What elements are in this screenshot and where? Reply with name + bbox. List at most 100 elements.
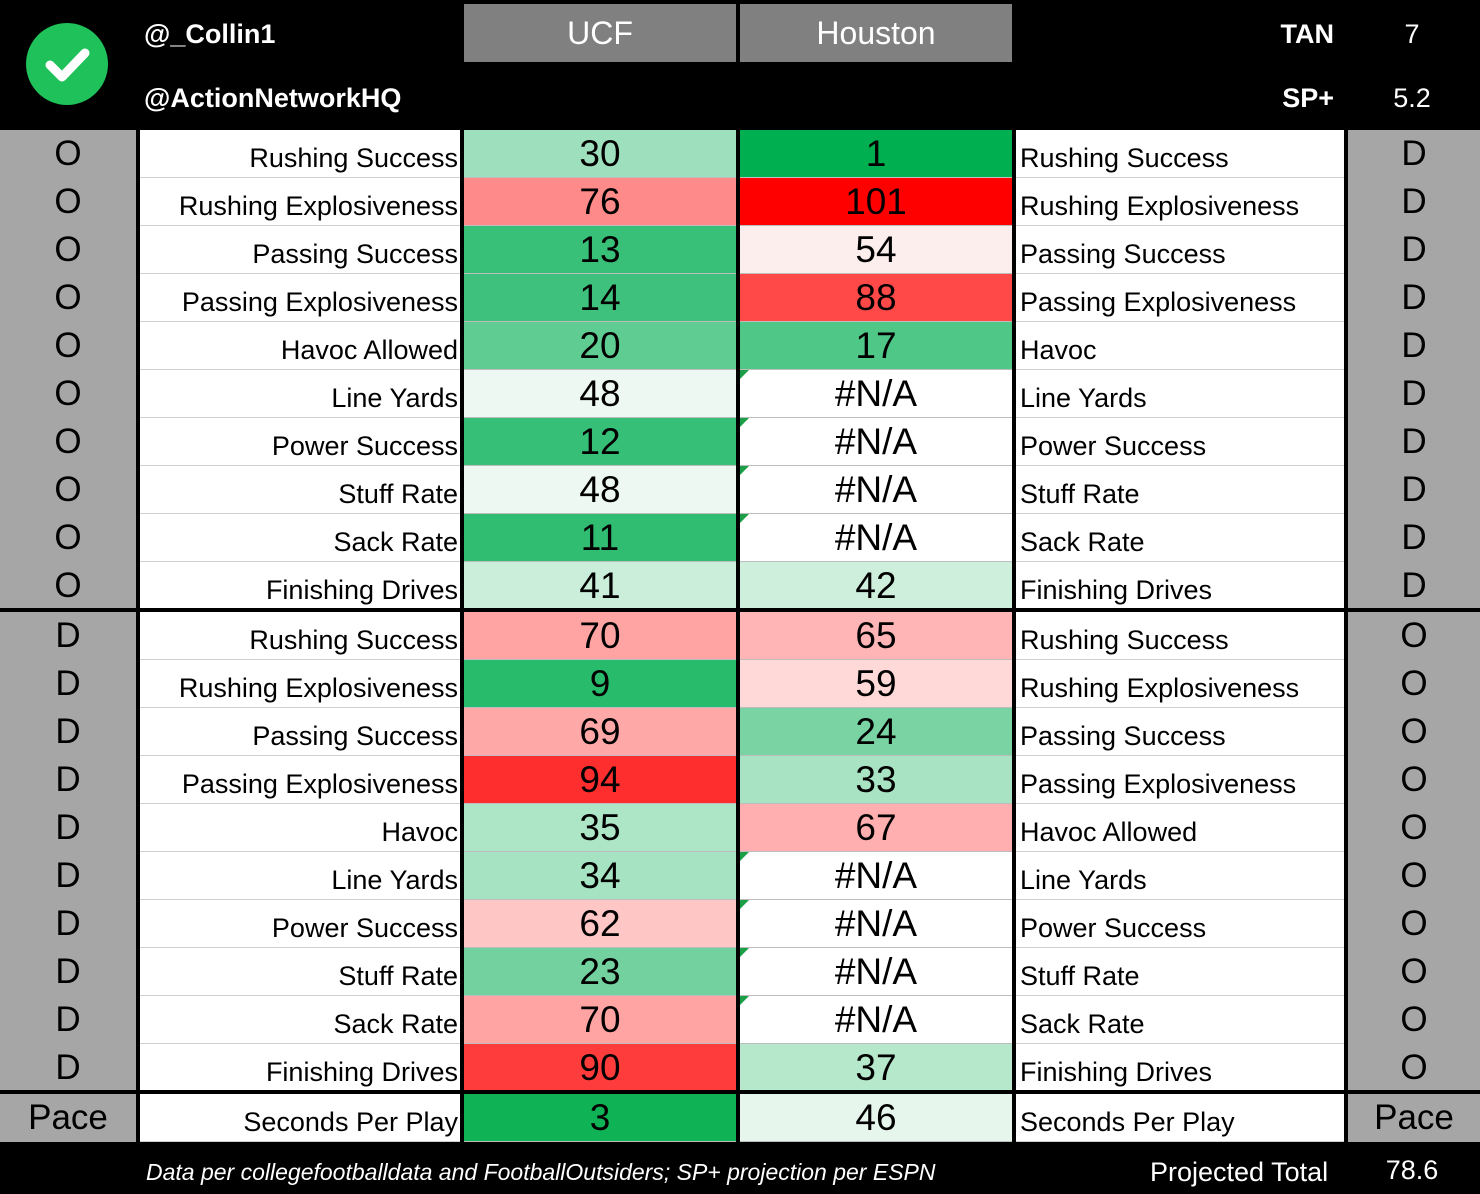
- side-indicator-right: O: [1348, 612, 1480, 660]
- side-indicator-right: O: [1348, 1044, 1480, 1092]
- team-b-rank: 17: [740, 322, 1012, 370]
- team-b-rank: #N/A: [740, 370, 1012, 418]
- table-row: Pace Seconds Per Play 3 46 Seconds Per Play P…: [0, 1094, 1480, 1142]
- metric-label-right: Finishing Drives: [1016, 1044, 1344, 1092]
- metric-label-right: Havoc: [1016, 322, 1344, 370]
- table-row: D Passing Explosiveness 94 33 Passing Explos…: [0, 756, 1480, 804]
- side-indicator-right: D: [1348, 322, 1480, 370]
- cell-note-marker-icon: [740, 514, 749, 523]
- side-indicator-right: D: [1348, 370, 1480, 418]
- side-indicator-right: D: [1348, 130, 1480, 178]
- team-a-rank: 11: [464, 514, 736, 562]
- cell-note-marker-icon: [740, 996, 749, 1005]
- team-a-rank: 30: [464, 130, 736, 178]
- side-indicator-right: O: [1348, 756, 1480, 804]
- check-circle-icon: [26, 23, 108, 105]
- projected-total-label: Projected Total: [1150, 1157, 1329, 1187]
- metric-label-left: Rushing Success: [140, 612, 460, 660]
- footer-bar: Data per collegefootballdata and Footbal…: [0, 1142, 1480, 1194]
- metric-label-right: Line Yards: [1016, 852, 1344, 900]
- side-indicator-left: D: [0, 612, 136, 660]
- side-indicator-right: O: [1348, 708, 1480, 756]
- side-indicator-right: D: [1348, 562, 1480, 610]
- team-a-rank: 70: [464, 996, 736, 1044]
- table-row: O Finishing Drives 41 42 Finishing Drives D: [0, 562, 1480, 610]
- cell-note-marker-icon: [740, 900, 749, 909]
- table-row: D Finishing Drives 90 37 Finishing Drives O: [0, 1044, 1480, 1092]
- tan-value: 7: [1404, 19, 1420, 49]
- metric-label-right: Power Success: [1016, 900, 1344, 948]
- side-indicator-left: O: [0, 466, 136, 514]
- table-row: O Stuff Rate 48 #N/A Stuff Rate D: [0, 466, 1480, 514]
- metric-label-right: Sack Rate: [1016, 996, 1344, 1044]
- sp-plus-label: SP+: [1282, 83, 1334, 113]
- team-b-rank: 33: [740, 756, 1012, 804]
- side-indicator-left: Pace: [0, 1094, 136, 1142]
- cell-note-marker-icon: [740, 466, 749, 475]
- side-indicator-right: O: [1348, 948, 1480, 996]
- metric-label-left: Stuff Rate: [140, 466, 460, 514]
- side-indicator-left: D: [0, 852, 136, 900]
- team-a-rank: 12: [464, 418, 736, 466]
- publisher-handle: @ActionNetworkHQ: [144, 83, 402, 113]
- team-b-rank: 59: [740, 660, 1012, 708]
- metric-label-left: Sack Rate: [140, 996, 460, 1044]
- side-indicator-right: D: [1348, 226, 1480, 274]
- metric-label-left: Havoc: [140, 804, 460, 852]
- team-a-rank: 34: [464, 852, 736, 900]
- metric-label-right: Seconds Per Play: [1016, 1094, 1344, 1142]
- team-b-rank: 67: [740, 804, 1012, 852]
- team-a-rank: 3: [464, 1094, 736, 1142]
- table-row: O Rushing Explosiveness 76 101 Rushing Explo…: [0, 178, 1480, 226]
- team-a-rank: 13: [464, 226, 736, 274]
- metric-label-left: Sack Rate: [140, 514, 460, 562]
- metric-label-left: Finishing Drives: [140, 1044, 460, 1092]
- metric-label-right: Finishing Drives: [1016, 562, 1344, 610]
- metric-label-right: Passing Success: [1016, 226, 1344, 274]
- team-a-rank: 23: [464, 948, 736, 996]
- table-row: D Passing Success 69 24 Passing Success O: [0, 708, 1480, 756]
- metric-label-left: Line Yards: [140, 852, 460, 900]
- cell-note-marker-icon: [740, 418, 749, 427]
- side-indicator-left: O: [0, 130, 136, 178]
- side-indicator-left: O: [0, 226, 136, 274]
- metric-label-left: Rushing Explosiveness: [140, 660, 460, 708]
- metric-label-left: Seconds Per Play: [140, 1094, 460, 1142]
- side-indicator-right: D: [1348, 178, 1480, 226]
- team-a-rank: 41: [464, 562, 736, 610]
- side-indicator-left: D: [0, 756, 136, 804]
- metric-label-left: Havoc Allowed: [140, 322, 460, 370]
- side-indicator-left: D: [0, 708, 136, 756]
- team-b-rank: 37: [740, 1044, 1012, 1092]
- side-indicator-left: O: [0, 370, 136, 418]
- table-row: D Rushing Success 70 65 Rushing Success O: [0, 612, 1480, 660]
- metric-label-left: Line Yards: [140, 370, 460, 418]
- team-b-rank: #N/A: [740, 948, 1012, 996]
- header-bar: @_Collin1 @ActionNetworkHQ UCF Houston T…: [0, 0, 1480, 130]
- team-b-rank: 1: [740, 130, 1012, 178]
- data-source-note: Data per collegefootballdata and Footbal…: [146, 1159, 936, 1185]
- team-a-rank: 35: [464, 804, 736, 852]
- team-b-rank: 54: [740, 226, 1012, 274]
- side-indicator-left: O: [0, 418, 136, 466]
- team-b-rank: 46: [740, 1094, 1012, 1142]
- table-row: O Line Yards 48 #N/A Line Yards D: [0, 370, 1480, 418]
- team-b-header: Houston: [740, 4, 1012, 62]
- team-b-rank: #N/A: [740, 900, 1012, 948]
- table-row: D Line Yards 34 #N/A Line Yards O: [0, 852, 1480, 900]
- side-indicator-left: D: [0, 900, 136, 948]
- table-row: O Rushing Success 30 1 Rushing Success D: [0, 130, 1480, 178]
- table-row: D Havoc 35 67 Havoc Allowed O: [0, 804, 1480, 852]
- team-a-rank: 76: [464, 178, 736, 226]
- table-row: D Power Success 62 #N/A Power Success O: [0, 900, 1480, 948]
- side-indicator-right: O: [1348, 804, 1480, 852]
- metric-label-left: Rushing Explosiveness: [140, 178, 460, 226]
- side-indicator-right: D: [1348, 418, 1480, 466]
- metric-label-right: Rushing Success: [1016, 612, 1344, 660]
- side-indicator-right: D: [1348, 274, 1480, 322]
- side-indicator-left: D: [0, 660, 136, 708]
- metric-label-left: Passing Success: [140, 226, 460, 274]
- side-indicator-right: D: [1348, 514, 1480, 562]
- metric-label-left: Passing Explosiveness: [140, 274, 460, 322]
- table-row: O Passing Success 13 54 Passing Success D: [0, 226, 1480, 274]
